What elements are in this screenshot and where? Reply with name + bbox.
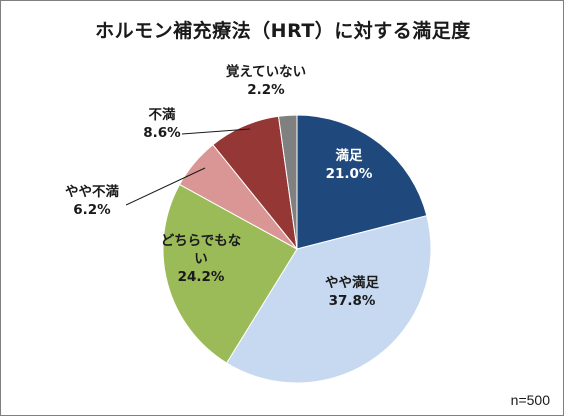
- slice-label-3: やや不満: [65, 183, 119, 200]
- slice-labels: 満足 21.0% やや満足 37.8% どちらでもない 24.2% やや不満 6.2% 不満 8.…: [65, 63, 379, 309]
- slice-label-4: 不満: [149, 106, 176, 123]
- slice-value-4: 8.6%: [143, 125, 181, 141]
- slice-label-2: どちらでもない: [161, 233, 242, 267]
- slice-value-0: 21.0%: [326, 166, 373, 182]
- pie-slice-0: [296, 114, 428, 250]
- slice-value-2: 24.2%: [178, 269, 225, 285]
- slice-label-5: 覚えていない: [226, 63, 306, 80]
- pie-slice-2: [162, 183, 298, 364]
- chart-title: ホルモン補充療法（HRT）に対する満足度: [95, 20, 471, 42]
- slice-label-1: やや満足: [325, 274, 379, 291]
- pie-slice-1: [225, 215, 432, 384]
- slice-label-0: 満足: [336, 147, 363, 164]
- leader-line-4: [181, 128, 251, 135]
- slice-value-5: 2.2%: [247, 82, 285, 98]
- leader-line-3: [125, 167, 206, 206]
- sample-size-note: n=500: [510, 392, 550, 408]
- pie-slice-5: [277, 114, 298, 250]
- leader-lines: [125, 128, 251, 206]
- slice-value-3: 6.2%: [73, 202, 111, 218]
- slice-value-1: 37.8%: [329, 293, 376, 309]
- pie-slices: [162, 114, 432, 384]
